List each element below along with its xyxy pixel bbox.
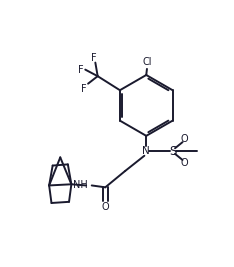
Text: O: O xyxy=(181,158,188,168)
Text: O: O xyxy=(181,134,188,144)
Text: S: S xyxy=(169,144,177,158)
Text: N: N xyxy=(142,146,150,156)
Text: O: O xyxy=(102,202,109,212)
Text: Cl: Cl xyxy=(143,57,152,67)
Text: F: F xyxy=(80,84,86,94)
Text: F: F xyxy=(78,65,83,75)
Text: F: F xyxy=(91,53,97,63)
Text: NH: NH xyxy=(73,180,88,190)
